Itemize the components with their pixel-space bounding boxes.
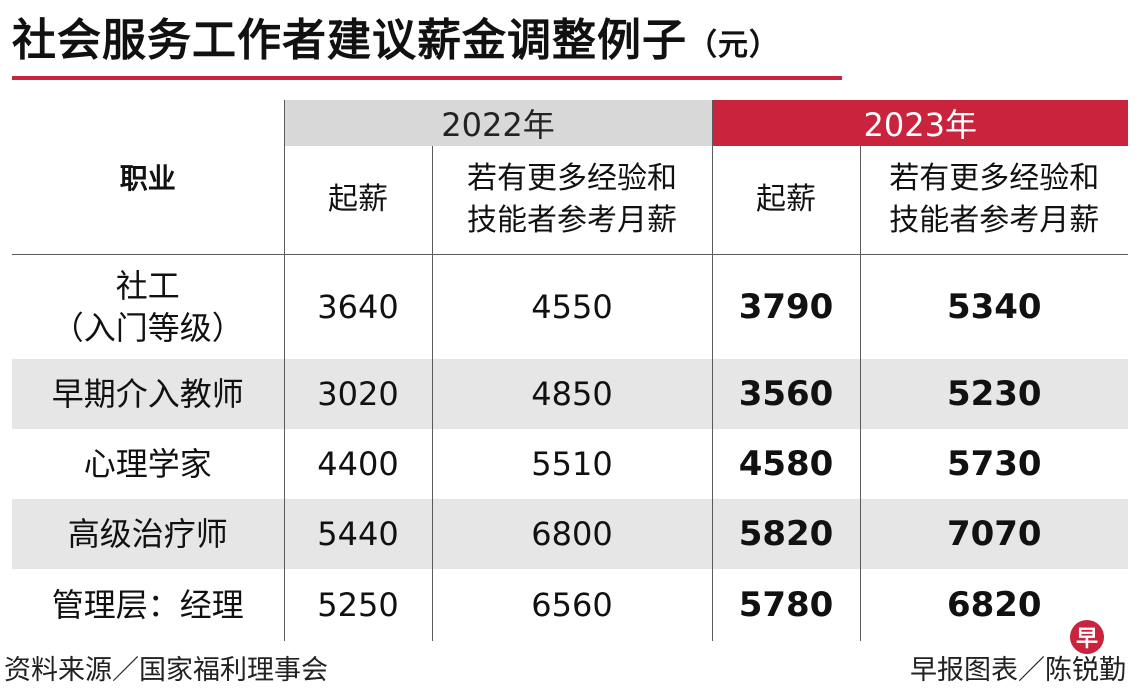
experienced-pay-2023-cell: 7070	[860, 499, 1129, 569]
occupation-cell: 社工 （入门等级）	[12, 254, 285, 359]
source-note: 资料来源／国家福利理事会	[4, 655, 328, 686]
experienced-pay-2023-cell: 5340	[946, 287, 1042, 327]
occupation-cell: 高级治疗师	[12, 499, 285, 569]
start-pay-2023-cell: 4580	[712, 429, 861, 499]
occupation-line1: 社工	[115, 267, 180, 305]
title-underline	[12, 76, 842, 80]
start-pay-2023-cell: 3790	[712, 254, 861, 359]
experienced-pay-2023-cell: 6820	[946, 585, 1042, 625]
experienced-pay-2022-cell: 4550	[432, 254, 713, 359]
experienced-2023-line2: 技能者参考月薪	[889, 203, 1100, 238]
table-row: 社工 （入门等级） 3640 4550 3790 5340	[12, 254, 1128, 359]
table-row: 管理层：经理 5250 6560 5780 6820	[12, 569, 1128, 641]
experienced-pay-2023-header: 若有更多经验和 技能者参考月薪	[860, 146, 1129, 255]
start-pay-2022-cell: 3020	[284, 359, 433, 429]
salary-table: 职业 2022年 2023年 起薪 若有更多经验和 技能者参考月薪 起薪 若有更多…	[12, 100, 1129, 641]
occupation-header: 职业	[12, 100, 285, 255]
experienced-2022-line2: 技能者参考月薪	[467, 203, 677, 238]
credit-note: 早报图表／陈锐勤	[910, 655, 1126, 686]
start-pay-2023-cell: 3560	[712, 359, 861, 429]
occupation-cell: 心理学家	[12, 429, 285, 499]
start-pay-2022-cell: 5440	[284, 499, 433, 569]
zaobao-logo-icon: 早	[1070, 620, 1104, 654]
table-row: 心理学家 4400 5510 4580 5730	[12, 429, 1128, 499]
start-pay-2023-cell: 5780	[712, 569, 861, 641]
title-text: 社会服务工作者建议薪金调整例子	[12, 15, 687, 66]
experienced-pay-2022-cell: 6560	[432, 569, 713, 641]
occupation-cell: 管理层：经理	[12, 569, 285, 641]
page-title: 社会服务工作者建议薪金调整例子（元）	[12, 12, 842, 75]
year-2022-header: 2022年	[284, 100, 713, 146]
experienced-pay-2022-cell: 6800	[432, 499, 713, 569]
start-pay-2022-cell: 3640	[284, 254, 433, 359]
start-pay-2022-header: 起薪	[284, 146, 433, 255]
header-row-years: 职业 2022年 2023年	[12, 100, 1129, 255]
start-pay-2023-label: 起薪	[756, 182, 817, 217]
title-unit: （元）	[687, 28, 780, 63]
start-pay-2022-cell: 4400	[284, 429, 433, 499]
occupation-line2: （入门等级）	[51, 309, 244, 347]
experienced-2022-line1: 若有更多经验和	[467, 161, 677, 196]
experienced-pay-2022-header: 若有更多经验和 技能者参考月薪	[432, 146, 713, 255]
experienced-pay-2022-cell: 5510	[432, 429, 713, 499]
start-pay-2022-cell: 5250	[284, 569, 433, 641]
experienced-pay-2023-cell: 5230	[860, 359, 1129, 429]
start-pay-2023-header: 起薪	[712, 146, 861, 255]
header-row-columns: 起薪 若有更多经验和 技能者参考月薪 起薪 若有更多经验和 技能者参考月薪	[12, 146, 1129, 255]
experienced-pay-2023-cell: 5730	[946, 444, 1042, 484]
title-block: 社会服务工作者建议薪金调整例子（元）	[12, 12, 842, 80]
table-row: 高级治疗师 5440 6800 5820 7070	[12, 499, 1129, 569]
table-row: 早期介入教师 3020 4850 3560 5230	[12, 359, 1129, 429]
year-2023-header: 2023年	[712, 100, 1129, 146]
start-pay-2022-label: 起薪	[328, 182, 388, 217]
experienced-pay-2022-cell: 4850	[432, 359, 713, 429]
experienced-2023-line1: 若有更多经验和	[889, 161, 1100, 196]
occupation-cell: 早期介入教师	[12, 359, 285, 429]
start-pay-2023-cell: 5820	[712, 499, 861, 569]
